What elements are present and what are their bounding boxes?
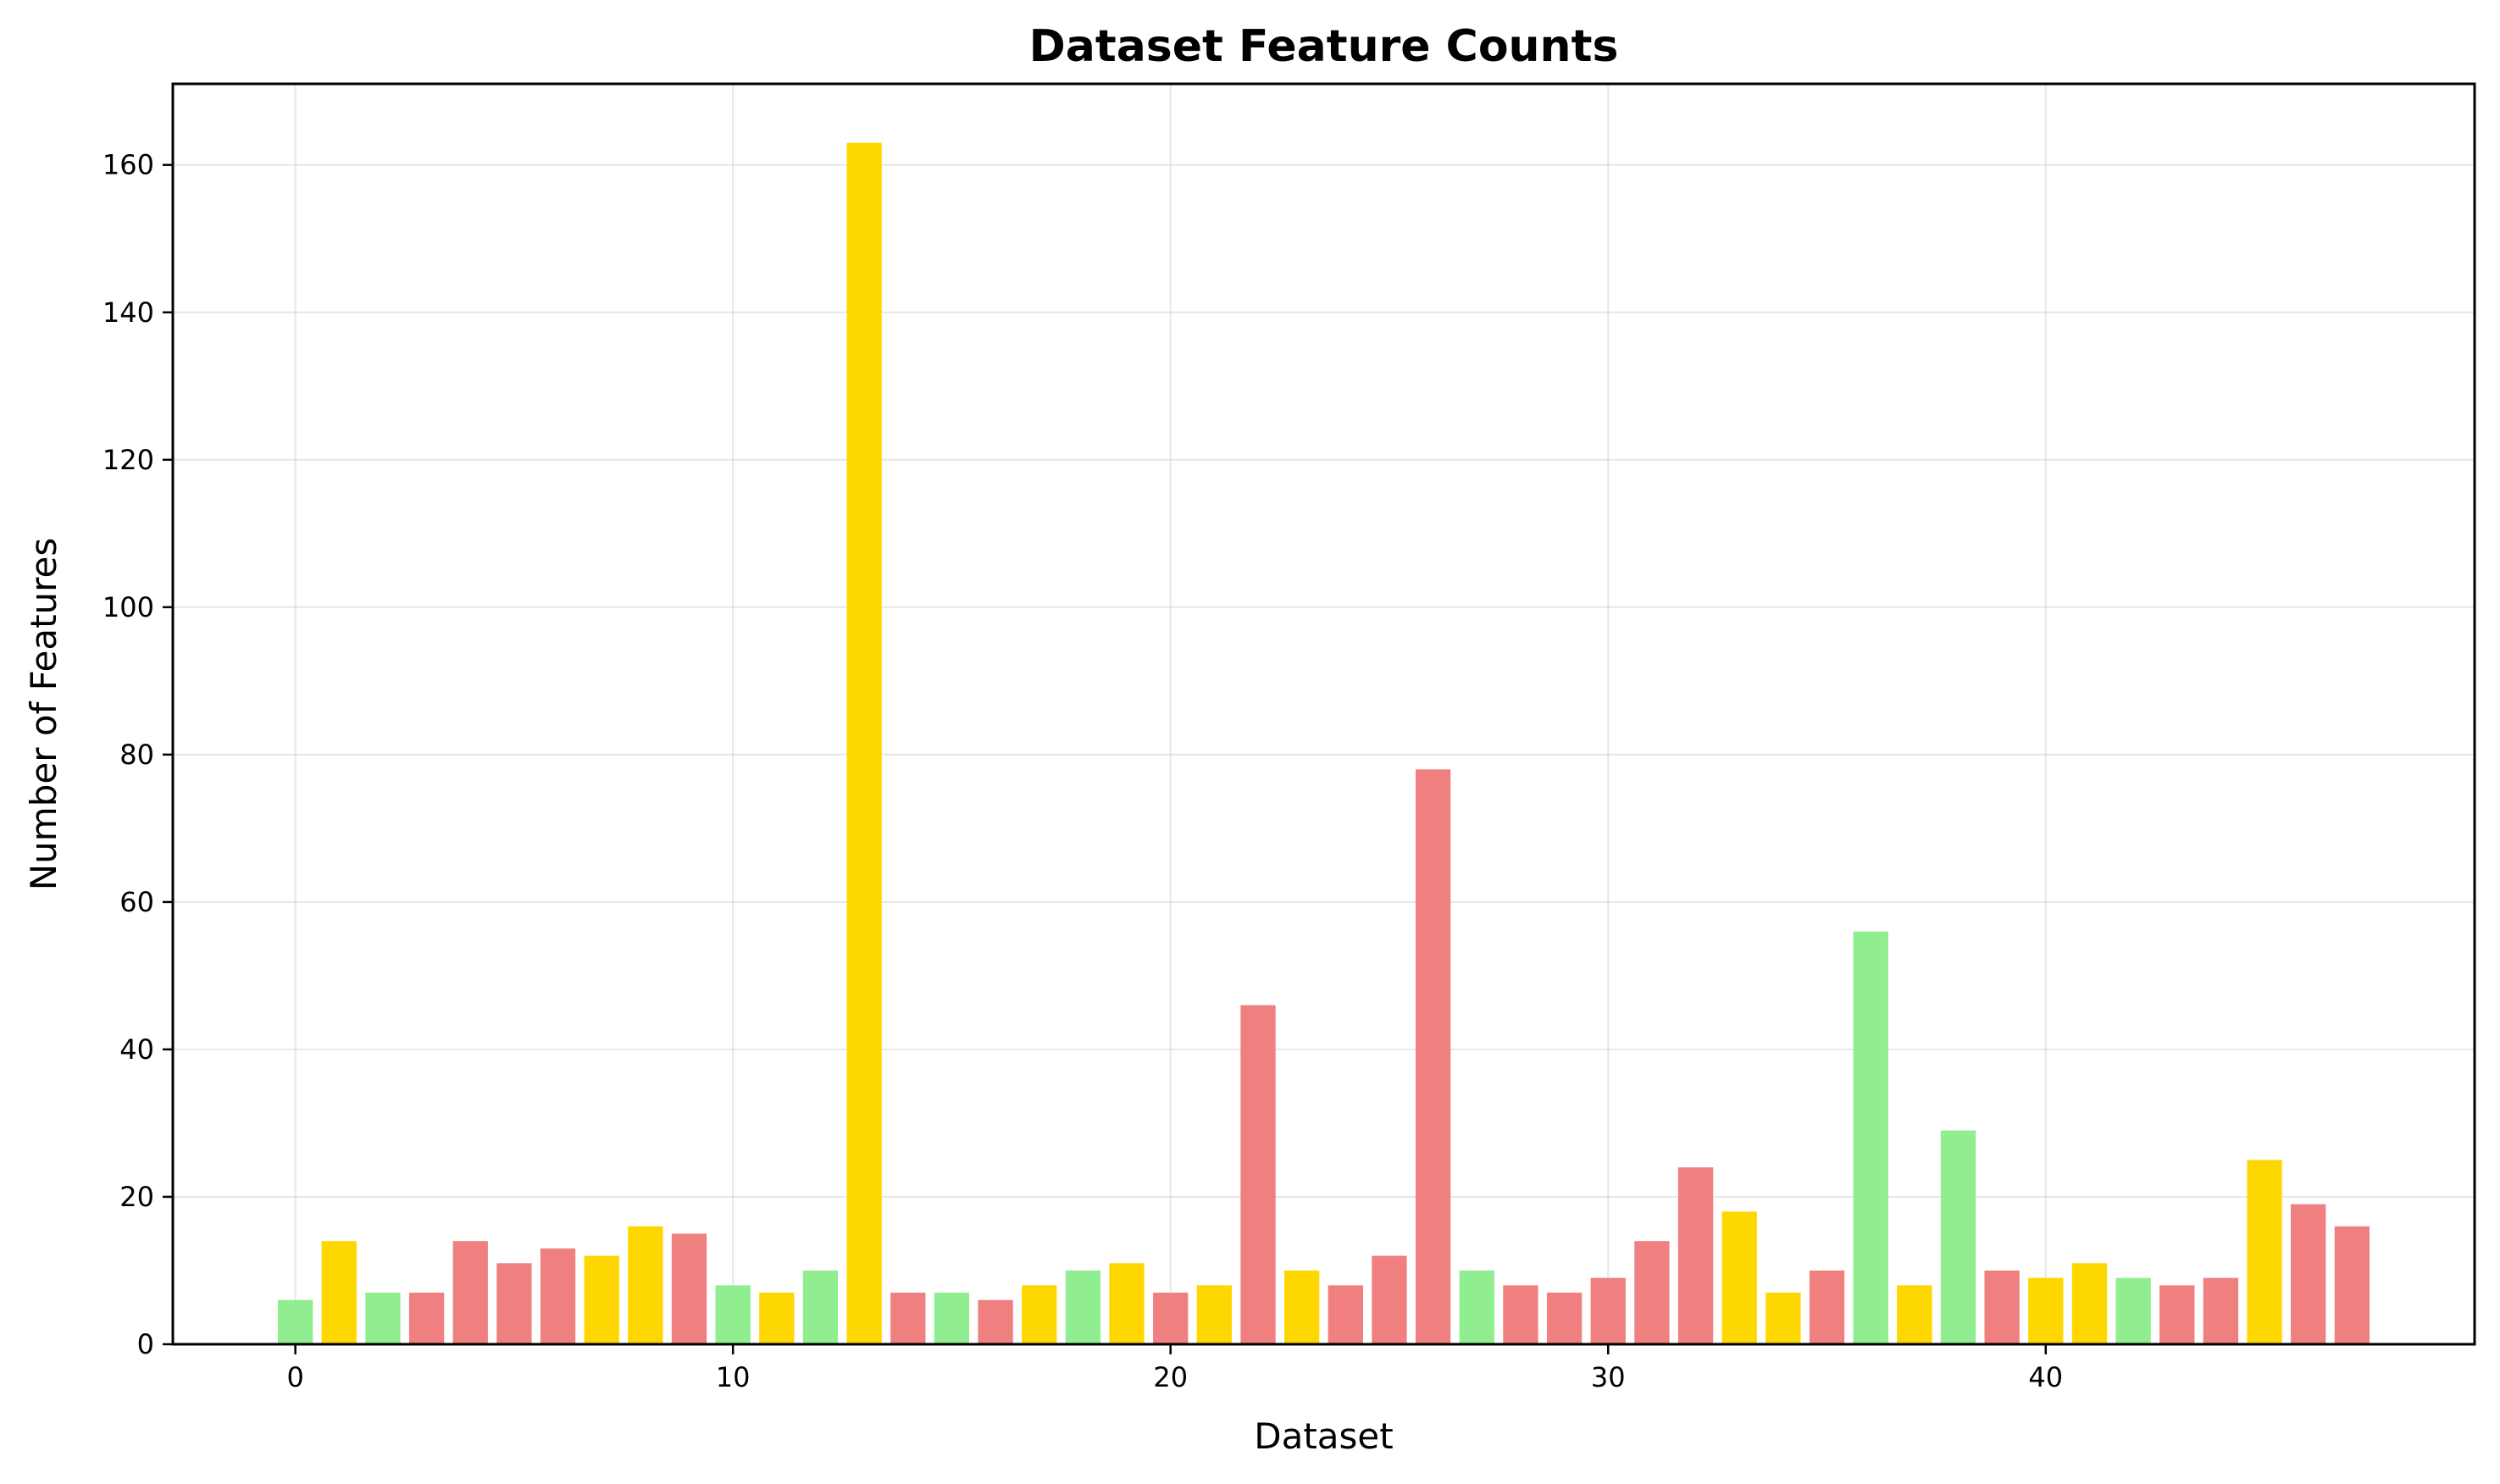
bar-dataset-28 [1503, 1285, 1538, 1344]
y-tick-label: 80 [119, 739, 154, 771]
y-tick-label: 100 [103, 591, 154, 623]
plot-frame [171, 82, 2476, 1346]
y-tick-label: 0 [137, 1328, 154, 1360]
bar-dataset-8 [628, 1226, 663, 1344]
bar-dataset-13 [846, 142, 882, 1345]
bar-dataset-2 [365, 1293, 401, 1344]
bar-dataset-17 [1022, 1285, 1057, 1344]
bar-dataset-47 [2334, 1226, 2370, 1344]
x-tick-label: 40 [2028, 1361, 2063, 1393]
y-tick-label: 20 [119, 1181, 154, 1213]
bar-dataset-29 [1546, 1293, 1583, 1344]
bar-dataset-37 [1897, 1285, 1932, 1344]
bar-dataset-20 [1153, 1293, 1189, 1344]
bar-dataset-44 [2203, 1277, 2239, 1344]
x-axis-label: Dataset [1254, 1415, 1393, 1457]
bar-dataset-6 [540, 1248, 576, 1344]
chart-title: Dataset Feature Counts [1029, 21, 1619, 72]
bars [277, 142, 2370, 1345]
bar-dataset-5 [496, 1263, 532, 1344]
bar-dataset-38 [1940, 1130, 1976, 1344]
bar-dataset-36 [1853, 931, 1888, 1344]
bar-dataset-25 [1372, 1255, 1407, 1344]
bar-dataset-32 [1677, 1167, 1714, 1344]
bar-dataset-41 [2071, 1263, 2108, 1344]
bar-dataset-1 [321, 1241, 357, 1344]
y-tick-label: 60 [119, 886, 154, 918]
bar-dataset-39 [1984, 1270, 2020, 1344]
bar-dataset-33 [1721, 1211, 1757, 1344]
bar-dataset-15 [934, 1293, 970, 1344]
bar-dataset-19 [1109, 1263, 1145, 1344]
bar-dataset-45 [2247, 1160, 2282, 1344]
bar-dataset-40 [2028, 1277, 2064, 1344]
bar-dataset-24 [1328, 1285, 1363, 1344]
x-tick-label: 0 [286, 1361, 303, 1393]
bar-dataset-35 [1809, 1270, 1845, 1344]
axis-ticks: 0 10 20 30 40 0 20 40 60 80 100 120 140 160 [103, 149, 2063, 1393]
bar-dataset-10 [715, 1285, 751, 1344]
bar-dataset-16 [978, 1299, 1013, 1344]
x-tick-label: 30 [1591, 1361, 1626, 1393]
bar-dataset-0 [277, 1299, 313, 1344]
bar-dataset-30 [1590, 1277, 1626, 1344]
bar-dataset-4 [452, 1241, 488, 1344]
bar-dataset-23 [1284, 1270, 1320, 1344]
bar-dataset-34 [1766, 1293, 1801, 1344]
bar-dataset-27 [1459, 1270, 1494, 1344]
bar-dataset-7 [584, 1255, 619, 1344]
bar-dataset-42 [2115, 1277, 2151, 1344]
x-tick-label: 10 [716, 1361, 751, 1393]
bar-dataset-22 [1240, 1005, 1276, 1344]
bar-dataset-18 [1065, 1270, 1101, 1344]
bar-dataset-3 [408, 1293, 445, 1344]
y-axis-label: Number of Features [23, 538, 64, 891]
bar-dataset-31 [1634, 1241, 1670, 1344]
y-tick-label: 160 [103, 149, 154, 181]
y-tick-label: 40 [119, 1033, 154, 1066]
bar-dataset-9 [671, 1233, 707, 1344]
y-tick-label: 140 [103, 296, 154, 329]
bar-dataset-26 [1415, 769, 1451, 1344]
bar-dataset-11 [759, 1293, 795, 1344]
bar-dataset-21 [1196, 1285, 1233, 1344]
bar-dataset-12 [802, 1270, 839, 1344]
x-tick-label: 20 [1153, 1361, 1188, 1393]
bar-dataset-43 [2159, 1285, 2195, 1344]
y-tick-label: 120 [103, 444, 154, 476]
grid [173, 84, 2475, 1345]
bar-dataset-14 [890, 1293, 926, 1344]
bar-dataset-46 [2291, 1204, 2326, 1344]
